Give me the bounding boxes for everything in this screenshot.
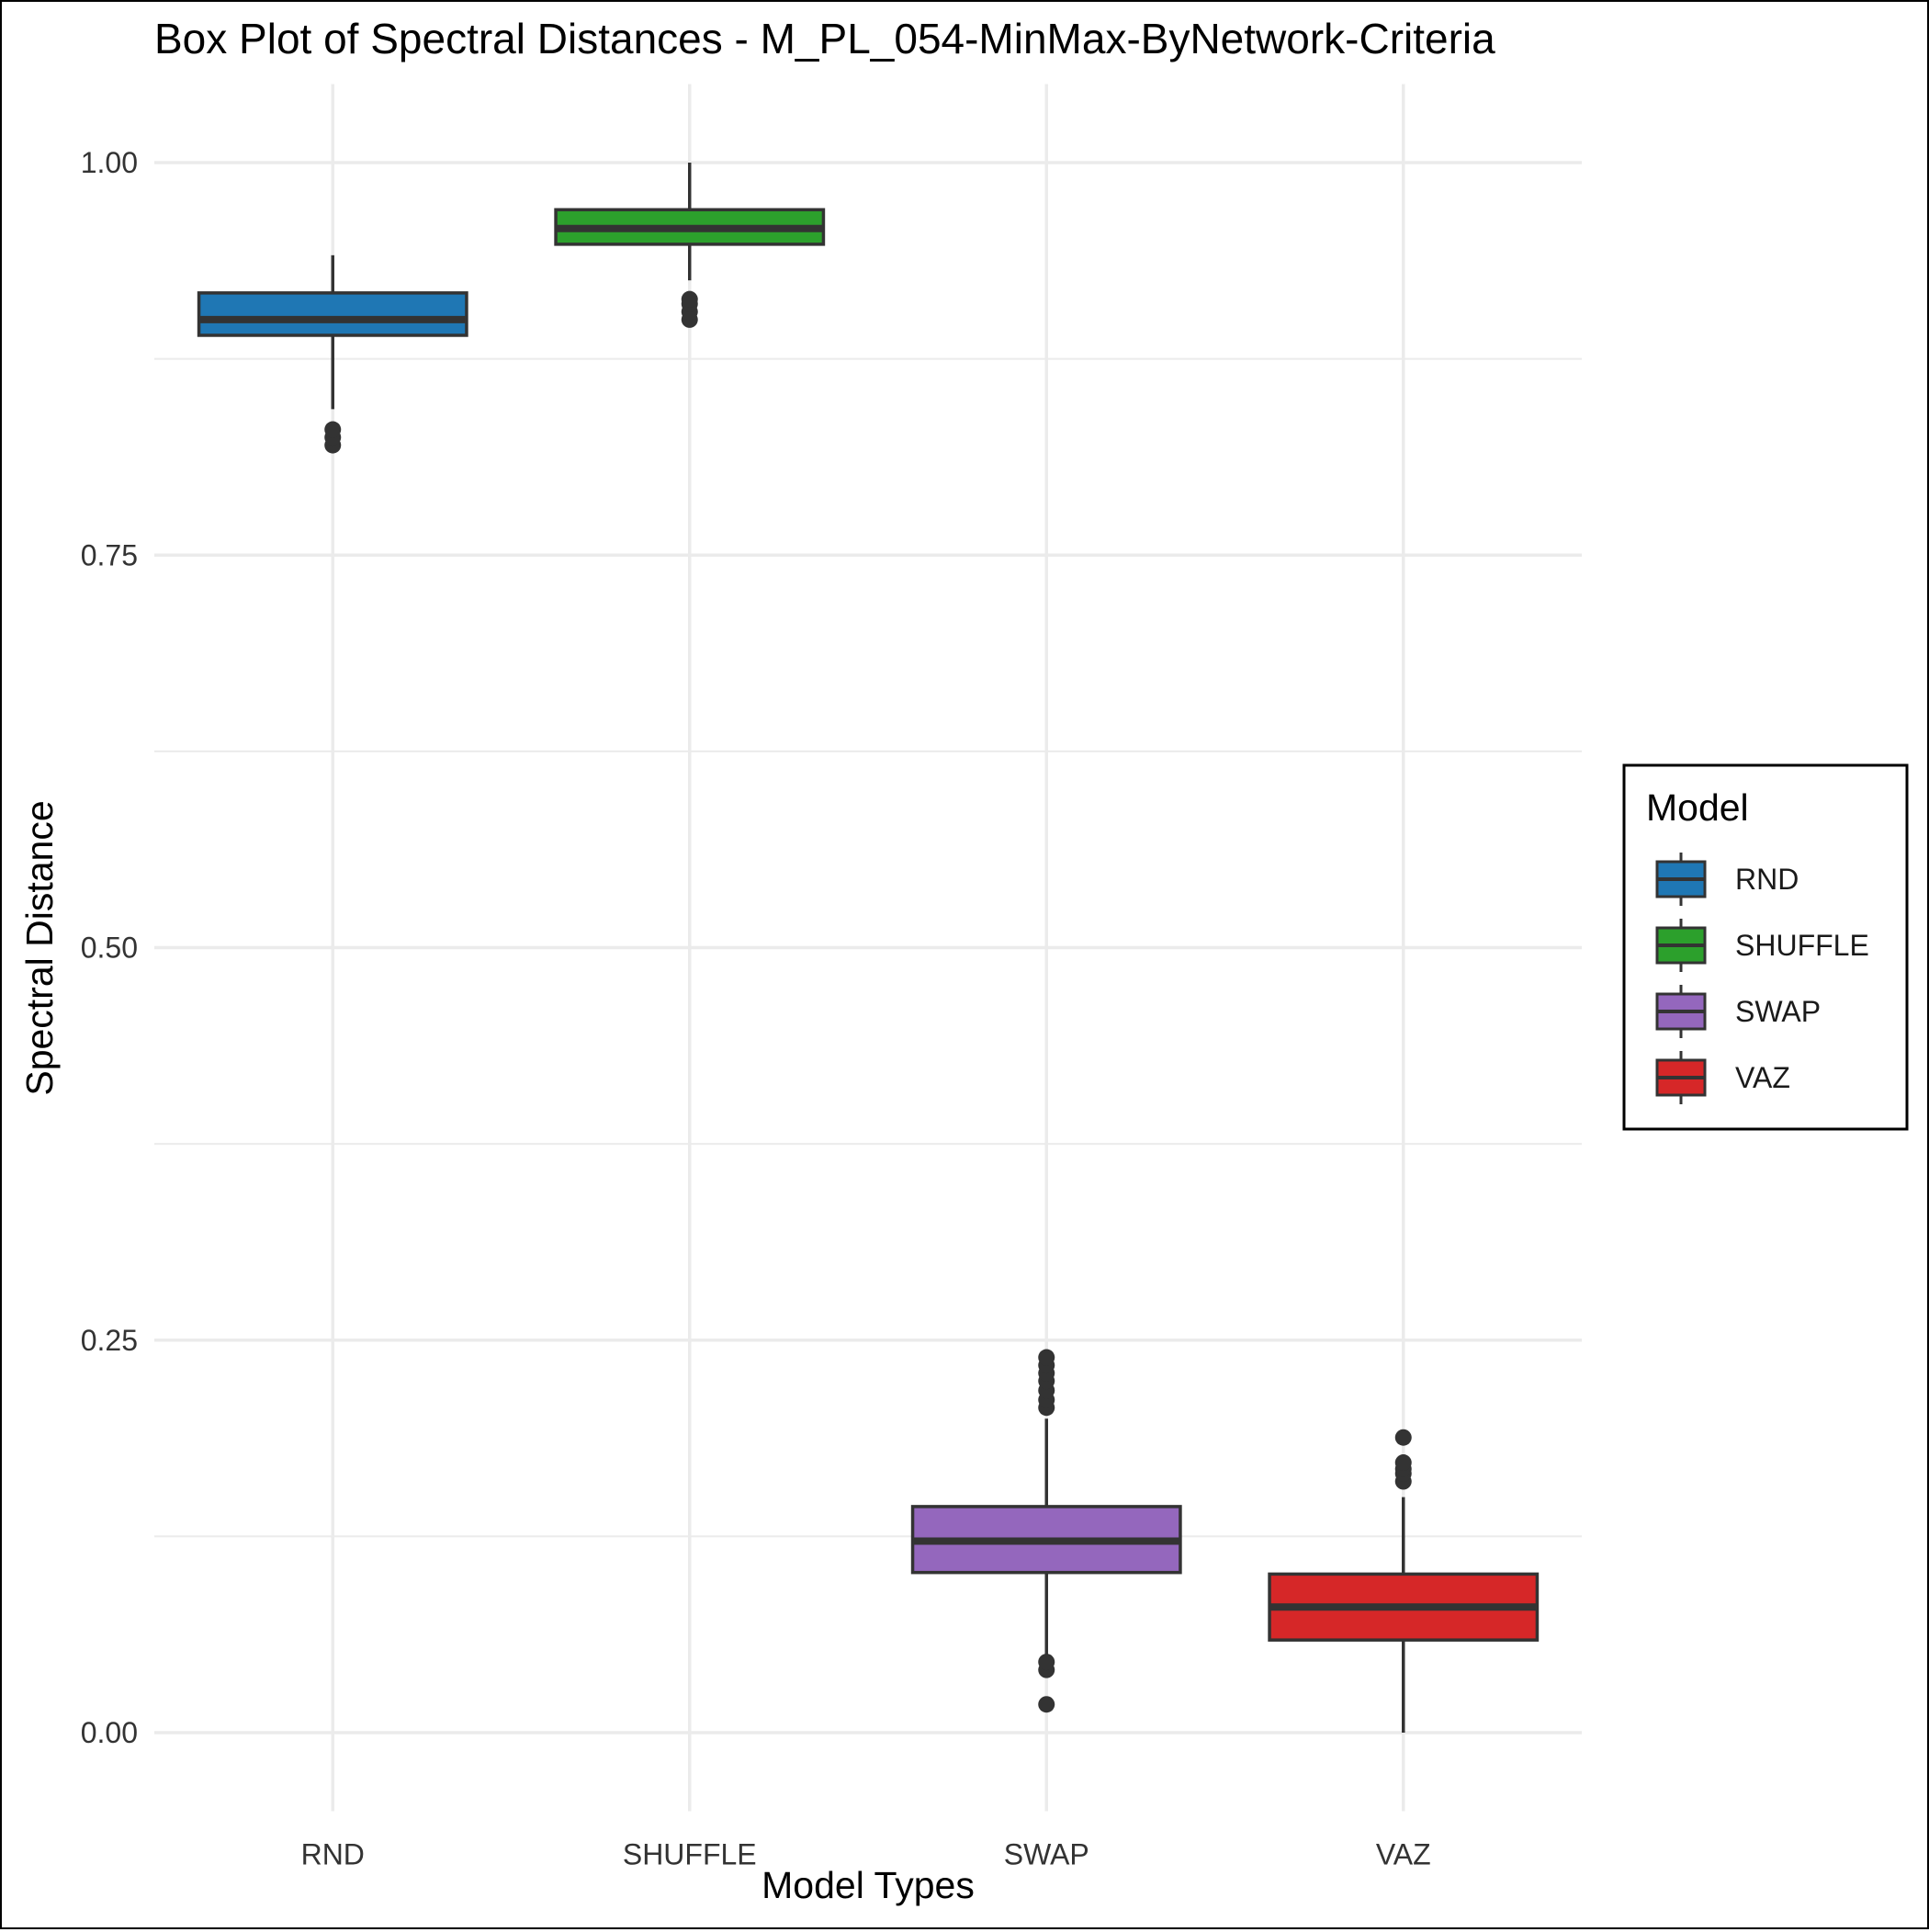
- y-tick-label: 0.00: [81, 1716, 138, 1749]
- iqr-box: [197, 291, 468, 337]
- x-tick-label: SWAP: [1004, 1837, 1089, 1870]
- box-vaz: [1268, 1429, 1540, 1733]
- outlier-point: [1038, 1654, 1055, 1671]
- legend: Model RND SHUFFLE SWAP VAZ: [1622, 763, 1909, 1131]
- legend-item-rnd: RND: [1655, 853, 1799, 906]
- axis-ticks: 0.00 0.25 0.50 0.75 1.00 RND SHUFFLE SWAP VAZ: [81, 146, 1431, 1870]
- outlier-point: [1394, 1454, 1412, 1472]
- legend-item-shuffle: SHUFFLE: [1655, 919, 1869, 972]
- legend-label: SHUFFLE: [1735, 929, 1869, 962]
- y-axis-title: Spectral Distance: [18, 800, 61, 1095]
- x-tick-label: SHUFFLE: [623, 1837, 757, 1870]
- legend-label: SWAP: [1735, 995, 1821, 1028]
- legend-label: VAZ: [1735, 1061, 1790, 1094]
- outlier-point: [1038, 1696, 1055, 1713]
- legend-item-vaz: VAZ: [1655, 1051, 1790, 1104]
- box-rnd: [197, 254, 468, 454]
- x-axis-title: Model Types: [761, 1864, 975, 1906]
- box-plot-series: [197, 163, 1540, 1733]
- box-shuffle: [554, 163, 826, 328]
- x-tick-label: VAZ: [1376, 1837, 1431, 1870]
- grid-lines: [154, 84, 1582, 1812]
- outlier-point: [681, 290, 698, 308]
- box-swap: [910, 1349, 1182, 1713]
- legend-label: RND: [1735, 863, 1799, 896]
- legend-item-swap: SWAP: [1655, 985, 1821, 1038]
- outlier-point: [324, 421, 342, 438]
- y-tick-label: 1.00: [81, 146, 138, 179]
- x-tick-label: RND: [301, 1837, 365, 1870]
- legend-items: RND SHUFFLE SWAP VAZ: [1655, 853, 1869, 1104]
- y-tick-label: 0.25: [81, 1324, 138, 1357]
- y-tick-label: 0.50: [81, 932, 138, 965]
- y-tick-label: 0.75: [81, 538, 138, 571]
- outlier-point: [1038, 1349, 1055, 1366]
- chart-title: Box Plot of Spectral Distances - M_PL_05…: [154, 15, 1495, 62]
- legend-title: Model: [1646, 786, 1749, 829]
- outlier-point: [1394, 1429, 1412, 1446]
